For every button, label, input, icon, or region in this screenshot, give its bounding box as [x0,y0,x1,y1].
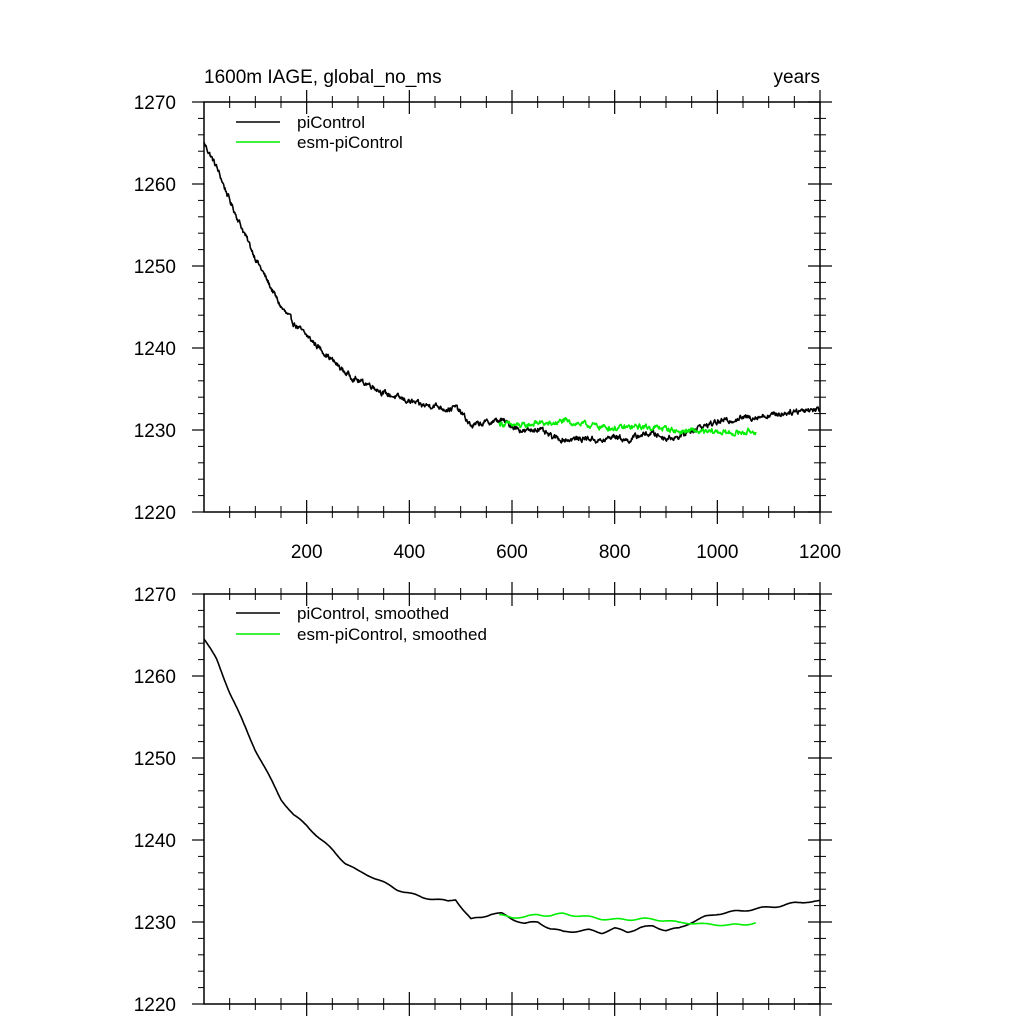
y-tick-label: 1270 [134,585,176,606]
series-line-esm-picontrol [498,416,757,437]
x-tick-label: 1200 [799,542,841,563]
y-tick-label: 1250 [134,257,176,278]
series-line-esm-picontrol-smoothed [499,912,757,927]
x-tick-label: 200 [291,542,323,563]
legend-label-picontrol: piControl [297,113,365,132]
top-panel-frame [203,101,821,513]
top-panel-ticks: 200 400 600 800 1000 1200 1220 1230 1240 1250 1260… [134,90,841,563]
x-unit-label: years [774,67,820,88]
y-tick-label: 1240 [134,831,176,852]
y-tick-label: 1250 [134,749,176,770]
series-line-picontrol [203,141,821,444]
top-panel-legend: piControl esm-piControl [236,113,403,152]
top-panel-lines [203,141,821,444]
x-tick-label: 1000 [696,542,738,563]
bottom-panel-lines [203,638,821,935]
bottom-panel: 1220 1230 1240 1250 1260 1270 piControl, smoo… [134,582,832,1016]
top-panel: 200 400 600 800 1000 1200 1220 1230 1240 1250 1260… [134,90,841,563]
bottom-panel-legend: piControl, smoothed esm-piControl, smoot… [236,604,487,644]
x-tick-label: 400 [393,542,425,563]
legend-label-esm-picontrol-smoothed: esm-piControl, smoothed [297,625,487,644]
x-tick-label: 800 [599,542,631,563]
y-tick-label: 1260 [134,175,176,196]
x-tick-label: 600 [496,542,528,563]
y-tick-label: 1240 [134,339,176,360]
y-tick-label: 1230 [134,421,176,442]
y-tick-label: 1220 [134,503,176,524]
legend-label-picontrol-smoothed: piControl, smoothed [297,604,449,623]
bottom-panel-frame [203,593,821,1005]
y-tick-label: 1260 [134,667,176,688]
legend-label-esm-picontrol: esm-piControl [297,133,403,152]
y-tick-label: 1230 [134,913,176,934]
y-tick-label: 1270 [134,93,176,114]
chart-title: 1600m IAGE, global_no_ms [204,67,442,88]
y-tick-label: 1220 [134,995,176,1016]
bottom-panel-ticks: 1220 1230 1240 1250 1260 1270 [134,582,832,1016]
series-line-picontrol-smoothed [203,638,821,935]
